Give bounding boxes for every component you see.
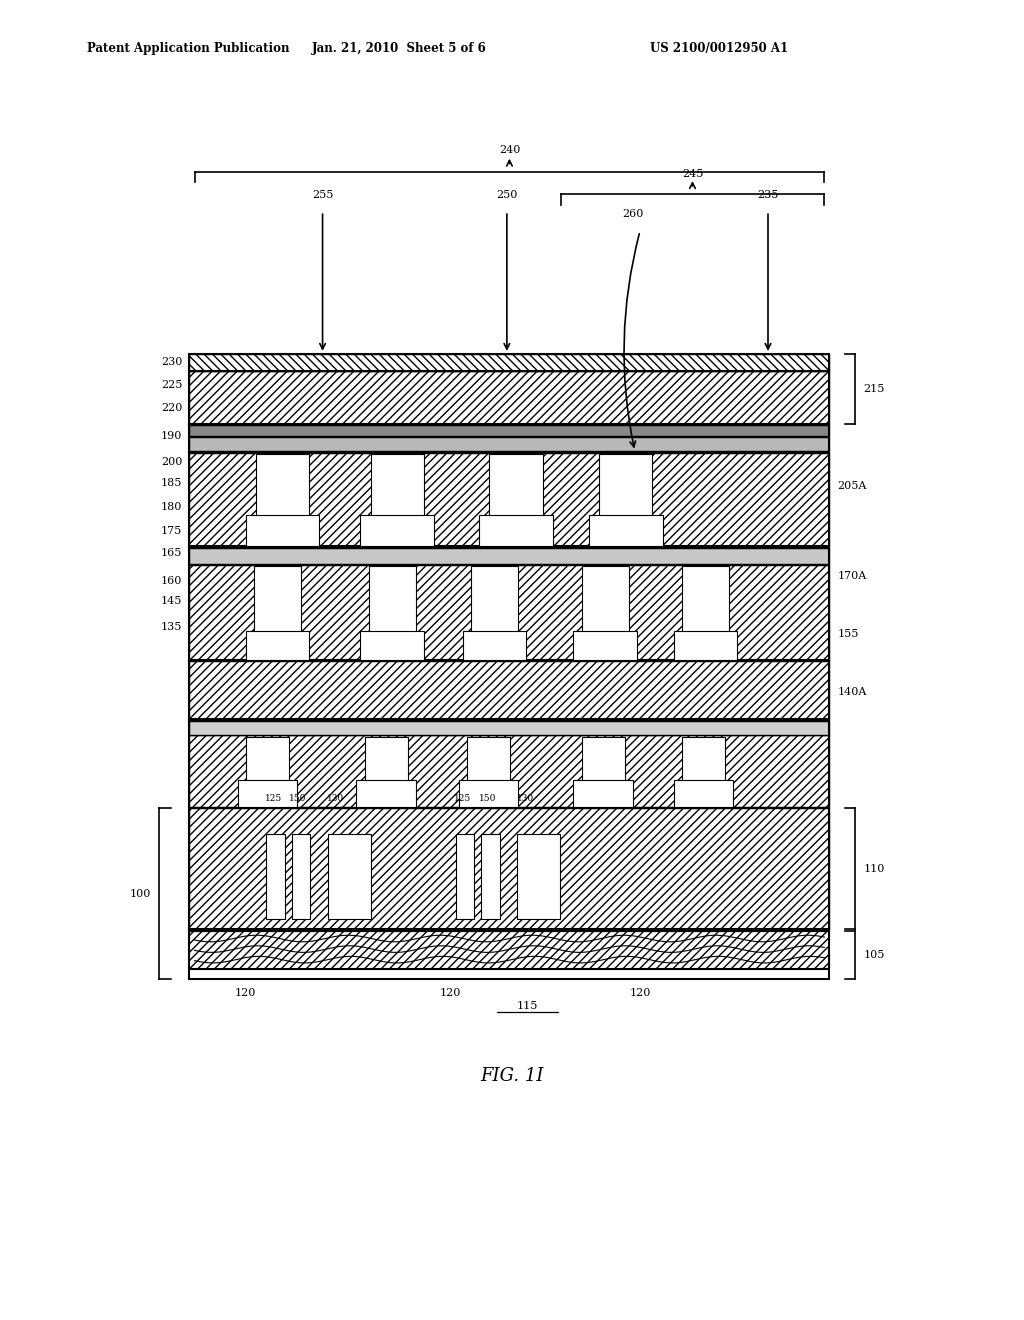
Bar — [189, 425, 829, 436]
Text: 260: 260 — [623, 209, 643, 219]
Bar — [266, 834, 285, 919]
Bar — [456, 834, 474, 919]
Text: 105: 105 — [863, 950, 885, 960]
Bar — [369, 566, 416, 634]
Text: FIG. 1I: FIG. 1I — [480, 1067, 544, 1085]
Text: 175: 175 — [161, 525, 182, 536]
Text: 145: 145 — [161, 595, 182, 606]
Bar — [189, 565, 829, 660]
Bar — [360, 515, 434, 546]
Text: 130: 130 — [517, 795, 534, 803]
Text: 235: 235 — [758, 190, 778, 201]
Text: 120: 120 — [440, 987, 461, 998]
Bar — [292, 834, 310, 919]
Bar — [189, 661, 829, 719]
Bar — [481, 834, 500, 919]
Bar — [589, 515, 663, 546]
Text: 250: 250 — [497, 190, 517, 201]
Bar — [328, 834, 371, 919]
Bar — [254, 566, 301, 634]
Bar — [573, 780, 633, 807]
Text: 135: 135 — [161, 622, 182, 632]
Bar — [489, 454, 543, 517]
Bar — [365, 737, 408, 781]
Text: 180: 180 — [161, 502, 182, 512]
Bar — [674, 631, 737, 660]
Text: 255: 255 — [312, 190, 333, 201]
Text: 140A: 140A — [838, 686, 867, 697]
Bar — [467, 737, 510, 781]
Text: 120: 120 — [236, 987, 256, 998]
Text: 220: 220 — [161, 403, 182, 413]
Bar — [189, 808, 829, 929]
Text: 185: 185 — [161, 478, 182, 488]
Bar — [189, 931, 829, 968]
Text: 150: 150 — [290, 795, 306, 803]
Text: 150: 150 — [479, 795, 496, 803]
Bar — [246, 515, 319, 546]
Text: 225: 225 — [161, 380, 182, 391]
Bar — [682, 566, 729, 634]
Bar — [246, 737, 289, 781]
Text: 160: 160 — [161, 576, 182, 586]
Bar — [682, 737, 725, 781]
Bar — [471, 566, 518, 634]
Bar — [189, 371, 829, 424]
Text: 155: 155 — [838, 628, 859, 639]
Bar — [573, 631, 637, 660]
Text: 240: 240 — [499, 145, 520, 156]
Bar — [189, 548, 829, 564]
Text: 130: 130 — [328, 795, 344, 803]
Text: 245: 245 — [682, 169, 703, 180]
Bar — [582, 737, 625, 781]
Text: 215: 215 — [863, 384, 885, 393]
Bar — [360, 631, 424, 660]
Text: 165: 165 — [161, 548, 182, 558]
Bar — [459, 780, 518, 807]
Text: 125: 125 — [455, 795, 471, 803]
Bar — [246, 631, 309, 660]
Text: 110: 110 — [863, 863, 885, 874]
Text: 170A: 170A — [838, 570, 867, 581]
Bar — [238, 780, 297, 807]
Text: 230: 230 — [161, 356, 182, 367]
Text: 200: 200 — [161, 457, 182, 467]
Text: Jan. 21, 2010  Sheet 5 of 6: Jan. 21, 2010 Sheet 5 of 6 — [312, 42, 486, 55]
Bar — [256, 454, 309, 517]
Bar — [356, 780, 416, 807]
Bar — [189, 437, 829, 451]
Text: US 2100/0012950 A1: US 2100/0012950 A1 — [650, 42, 788, 55]
Bar — [479, 515, 553, 546]
Bar — [189, 354, 829, 371]
Bar — [674, 780, 733, 807]
Text: 125: 125 — [265, 795, 282, 803]
Text: 205A: 205A — [838, 480, 867, 491]
Bar — [582, 566, 629, 634]
Text: 100: 100 — [129, 888, 151, 899]
Bar — [371, 454, 424, 517]
Text: 190: 190 — [161, 430, 182, 441]
Bar — [463, 631, 526, 660]
Bar — [517, 834, 560, 919]
Bar — [189, 721, 829, 735]
Text: Patent Application Publication: Patent Application Publication — [87, 42, 290, 55]
Bar — [599, 454, 652, 517]
Text: 120: 120 — [630, 987, 650, 998]
Text: 115: 115 — [517, 1001, 538, 1011]
Bar — [189, 735, 829, 807]
Bar — [189, 453, 829, 546]
